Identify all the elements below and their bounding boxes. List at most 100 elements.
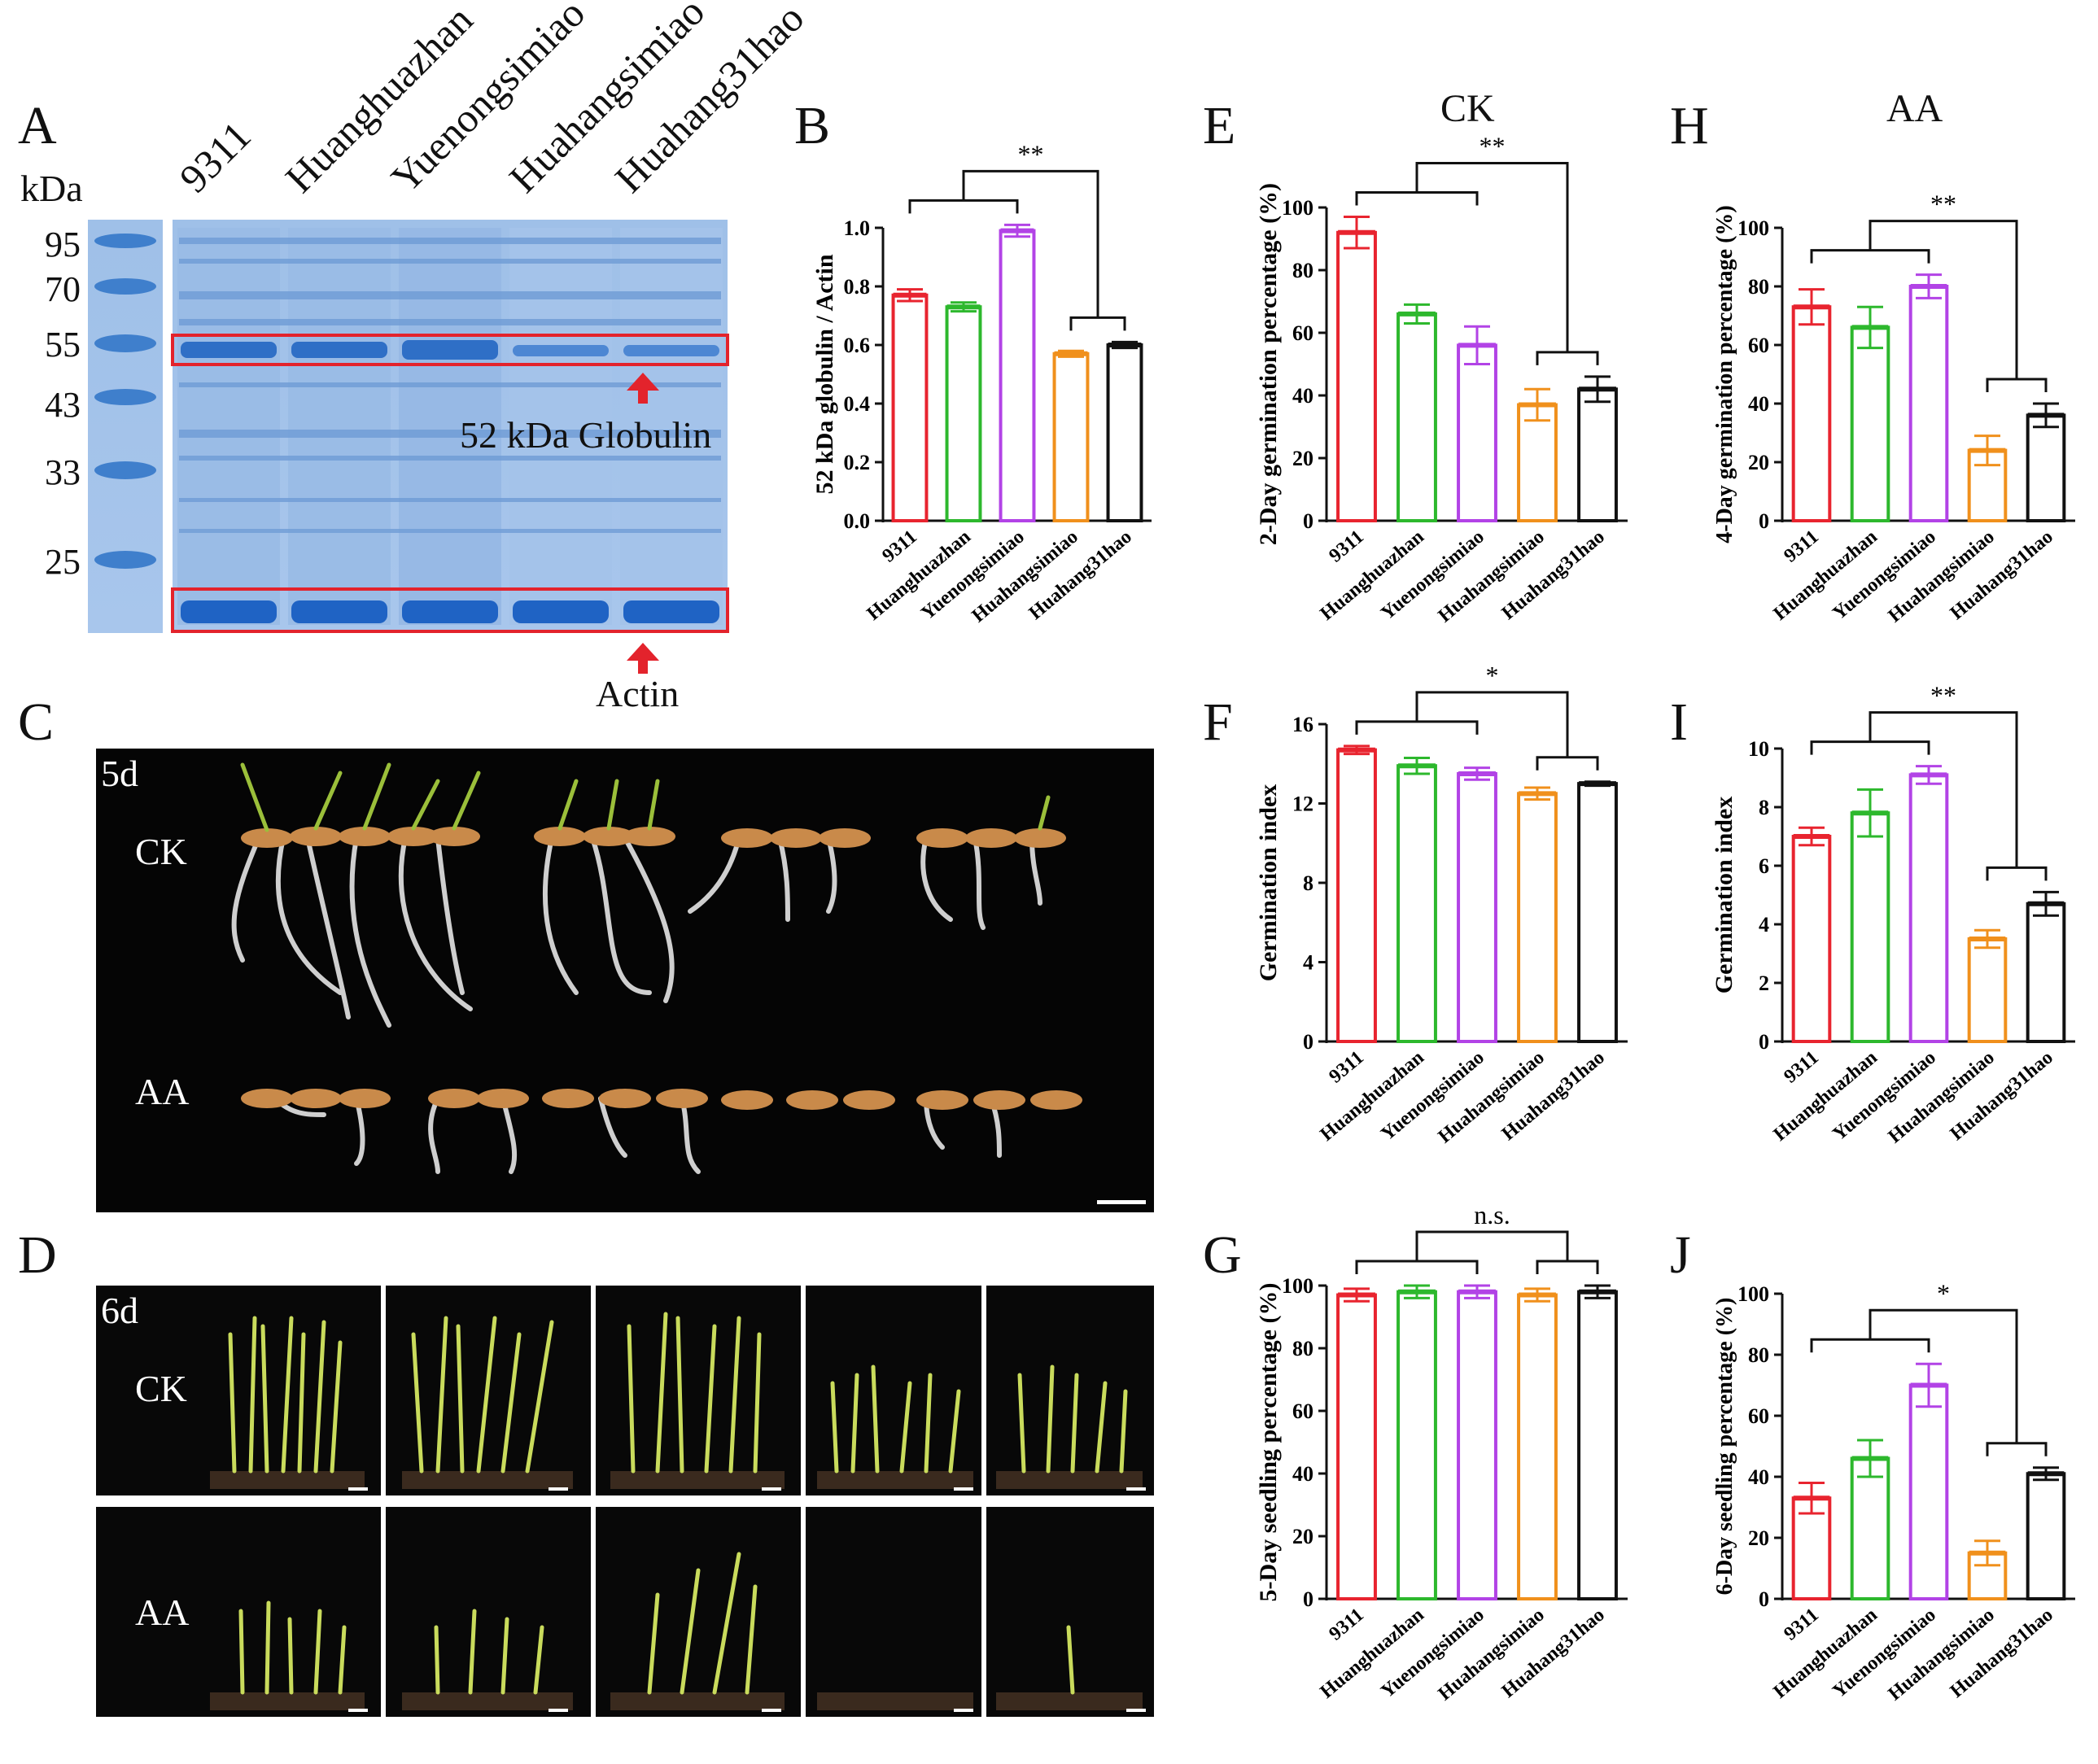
bar-huahang31hao xyxy=(1106,343,1143,522)
y-axis-label: 5-Day seedling percentage (%) xyxy=(1255,1283,1282,1602)
bar-huahang31hao xyxy=(1577,782,1618,1043)
sig-bracket-group1 xyxy=(1355,191,1479,206)
sig-bracket-group1 xyxy=(908,199,1019,214)
bar-huahangsimiao xyxy=(1967,937,2008,1043)
panel-letter-a: A xyxy=(18,96,57,155)
sig-bracket-group2 xyxy=(1986,1442,2048,1456)
bar-huanghuazhan xyxy=(1396,764,1437,1043)
sig-bracket-group1 xyxy=(1355,1260,1479,1274)
title-ck: CK xyxy=(1440,87,1495,130)
photo-6d-seedlings: 6d CK AA xyxy=(96,1286,1154,1717)
x-tick-label: Huahang31hao xyxy=(1947,1047,2057,1145)
bar-yuenongsimiao xyxy=(1457,343,1497,522)
photo-c-day-label: 5d xyxy=(101,753,138,794)
sig-bracket-group1 xyxy=(1810,1338,1930,1353)
bar-9311 xyxy=(1791,835,1832,1043)
bar-huahang31hao xyxy=(1577,387,1618,522)
y-tick-label: 40 xyxy=(1748,1465,1769,1489)
y-tick-label: 100 xyxy=(1282,1274,1313,1298)
y-tick-label: 40 xyxy=(1292,1462,1313,1486)
photo-c-aa-label: AA xyxy=(135,1071,190,1112)
sig-bracket-group1 xyxy=(1810,249,1930,264)
x-tick-label: 9311 xyxy=(1325,526,1367,567)
chart-f: 0 4 8 12 16 Germination index 9311Huanghuazhan… xyxy=(1255,667,1628,1147)
marker-label-95: 95 xyxy=(45,225,81,264)
y-tick-label: 40 xyxy=(1748,392,1769,416)
panel-letter-e: E xyxy=(1203,96,1236,155)
panel-letter-j: J xyxy=(1670,1225,1691,1285)
sig-label: * xyxy=(1937,1278,1950,1308)
y-tick-label: 16 xyxy=(1292,713,1313,736)
y-tick-label: 8 xyxy=(1759,796,1769,819)
bar-huanghuazhan xyxy=(1850,1456,1890,1600)
y-tick-label: 0 xyxy=(1303,509,1313,533)
sig-bracket-top xyxy=(1415,691,1569,758)
y-tick-label: 0 xyxy=(1303,1587,1313,1611)
y-tick-label: 100 xyxy=(1737,216,1769,240)
y-tick-label: 20 xyxy=(1292,1525,1313,1548)
bar-yuenongsimiao xyxy=(1908,285,1949,522)
bar-huahangsimiao xyxy=(1517,1293,1558,1601)
bar-huahangsimiao xyxy=(1517,403,1558,522)
bar-huahang31hao xyxy=(2026,1472,2066,1600)
y-tick-label: 1.0 xyxy=(844,216,871,240)
y-tick-label: 80 xyxy=(1292,1337,1313,1360)
sig-bracket-top xyxy=(962,169,1099,318)
sig-bracket-top xyxy=(1869,1308,2018,1443)
y-tick-label: 6 xyxy=(1759,854,1769,878)
bar-huahang31hao xyxy=(1577,1290,1618,1600)
y-axis-label: 2-Day germination percentage (%) xyxy=(1255,183,1282,545)
seedling-illustration xyxy=(231,762,1146,1204)
y-axis-label: 4-Day germination percentage (%) xyxy=(1712,205,1737,544)
sig-label: ** xyxy=(1018,139,1044,168)
x-tick-label: 9311 xyxy=(1325,1047,1367,1088)
x-tick-label: 9311 xyxy=(878,526,920,567)
sig-bracket-top xyxy=(1869,220,2018,379)
marker-label-70: 70 xyxy=(45,269,81,309)
bar-9311 xyxy=(1336,1293,1377,1601)
x-tick-label: 9311 xyxy=(1780,526,1822,567)
x-tick-label: Yuenongsimiao xyxy=(1377,1605,1488,1703)
bar-yuenongsimiao xyxy=(999,229,1036,522)
x-tick-label: Huahangsimiao xyxy=(1885,526,1999,627)
chart-b: 0.0 0.2 0.4 0.6 0.8 1.052 kDa globulin / Acti… xyxy=(811,139,1152,627)
panel-letter-c: C xyxy=(18,692,55,752)
x-tick-label: Huanghuazhan xyxy=(1317,526,1428,625)
photo-c-ck-label: CK xyxy=(135,831,187,872)
x-tick-label: 9311 xyxy=(1780,1047,1822,1088)
x-tick-label: Huanghuazhan xyxy=(1317,1605,1428,1703)
sig-bracket-group2 xyxy=(1536,1260,1599,1274)
panel-letter-b: B xyxy=(794,96,831,155)
marker-band-70 xyxy=(94,278,156,295)
bar-9311 xyxy=(1791,305,1832,522)
chart-i: 0 2 4 6 8 10 Germination index 9311Huanghuazhan… xyxy=(1711,681,2075,1147)
y-axis-label: 6-Day seedling percentage (%) xyxy=(1712,1298,1737,1596)
photo-d-day-label: 6d xyxy=(101,1290,138,1331)
bar-huahangsimiao xyxy=(1052,351,1090,522)
sig-label: ** xyxy=(1930,190,1956,219)
y-tick-label: 0.8 xyxy=(844,275,871,299)
y-tick-label: 60 xyxy=(1748,1404,1769,1428)
seedling-grid-illustration xyxy=(96,1286,1154,1717)
bar-huanghuazhan xyxy=(1850,811,1890,1043)
marker-band-25 xyxy=(94,551,156,569)
bar-9311 xyxy=(1336,230,1377,523)
gel-image xyxy=(88,220,729,674)
y-tick-label: 100 xyxy=(1282,196,1313,220)
y-tick-label: 0.4 xyxy=(844,392,871,416)
bar-huanghuazhan xyxy=(1396,312,1437,522)
x-tick-label: Huahang31hao xyxy=(1947,526,2057,624)
y-tick-label: 60 xyxy=(1292,1399,1313,1423)
photo-d-ck-label: CK xyxy=(135,1368,187,1409)
y-tick-label: 20 xyxy=(1292,447,1313,470)
y-tick-label: 10 xyxy=(1748,737,1769,761)
x-tick-label: Huanghuazhan xyxy=(1317,1047,1428,1146)
y-tick-label: 0 xyxy=(1759,1587,1769,1611)
x-tick-label: Huanghuazhan xyxy=(1770,526,1882,625)
y-tick-label: 80 xyxy=(1292,259,1313,282)
y-tick-label: 0 xyxy=(1303,1030,1313,1054)
sig-bracket-top xyxy=(1415,1230,1569,1261)
actin-box xyxy=(171,587,729,633)
